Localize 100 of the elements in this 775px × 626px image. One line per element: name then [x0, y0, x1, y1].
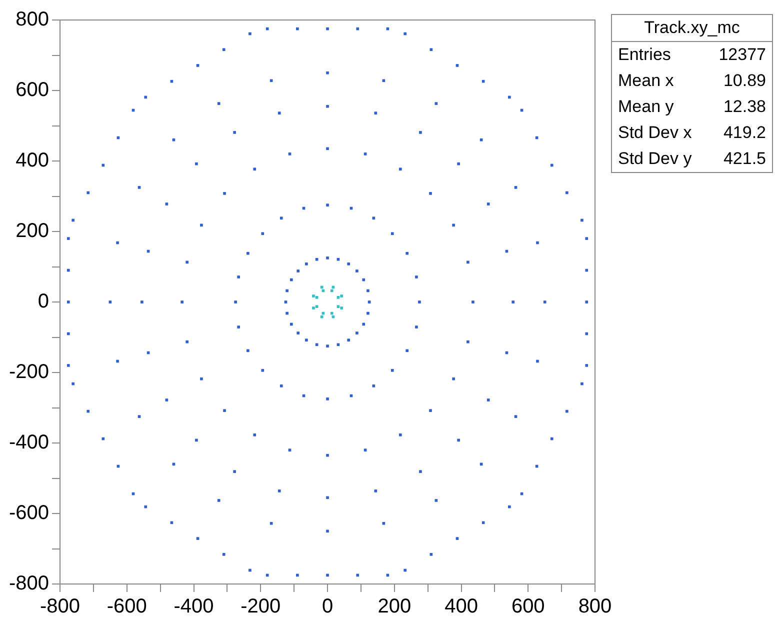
point — [368, 300, 371, 304]
text: Entries — [618, 45, 671, 65]
point — [196, 64, 200, 67]
point — [430, 48, 433, 52]
point — [223, 192, 226, 195]
text: Std Dev x — [618, 123, 692, 143]
point — [330, 289, 334, 292]
point — [326, 104, 329, 108]
y-tick-label: -200 — [9, 361, 50, 384]
point — [390, 232, 394, 236]
point — [404, 568, 406, 572]
y-tick-label: 800 — [16, 8, 50, 31]
point — [364, 448, 367, 452]
point — [200, 224, 203, 227]
point — [165, 398, 168, 402]
point — [296, 332, 300, 334]
y-tick-label: -600 — [9, 502, 50, 524]
point — [326, 496, 329, 500]
point — [404, 32, 406, 36]
point — [278, 112, 281, 114]
point — [486, 398, 490, 402]
point — [66, 300, 70, 304]
point — [237, 276, 240, 278]
point — [138, 415, 141, 418]
point — [382, 522, 386, 525]
point — [86, 191, 90, 194]
point — [390, 368, 394, 372]
point — [362, 322, 366, 326]
x-tick-label: 0 — [322, 596, 334, 618]
point — [543, 300, 546, 304]
point — [248, 568, 252, 572]
point — [66, 332, 70, 336]
text: 12377 — [718, 45, 766, 65]
point — [286, 289, 288, 292]
point — [419, 470, 422, 473]
point — [66, 364, 70, 367]
point — [286, 312, 288, 315]
point — [165, 202, 168, 206]
point — [415, 326, 418, 328]
point — [326, 71, 329, 74]
x-tick-label: 400 — [444, 596, 478, 618]
point — [172, 462, 176, 466]
point — [284, 300, 288, 304]
point — [326, 204, 329, 206]
point — [326, 344, 329, 348]
point — [419, 131, 422, 134]
point — [347, 338, 350, 342]
point — [234, 300, 237, 304]
point — [261, 368, 264, 372]
point — [186, 260, 188, 264]
point — [326, 530, 329, 533]
y-tick-label: 600 — [16, 79, 50, 102]
text: 10.89 — [723, 71, 766, 91]
point — [356, 270, 358, 272]
point — [326, 574, 329, 577]
point — [434, 102, 438, 105]
point — [585, 332, 588, 336]
point — [248, 32, 252, 36]
point — [508, 505, 511, 508]
point — [102, 164, 105, 167]
point — [486, 202, 490, 206]
point — [429, 192, 432, 195]
point — [270, 79, 273, 82]
point — [398, 168, 402, 171]
point — [456, 537, 459, 540]
y-tick-label: 0 — [38, 290, 50, 313]
point — [261, 232, 264, 236]
point — [288, 152, 292, 156]
point — [580, 382, 584, 386]
point — [270, 522, 273, 525]
point — [336, 296, 340, 299]
point — [415, 276, 418, 278]
point — [480, 138, 483, 142]
point — [296, 270, 300, 272]
point — [200, 377, 203, 380]
y-tick-label: -800 — [9, 572, 50, 595]
point — [233, 470, 236, 473]
point — [138, 186, 141, 189]
point — [585, 237, 588, 240]
point — [398, 433, 402, 436]
point — [222, 552, 226, 556]
point — [362, 278, 366, 282]
point — [340, 294, 343, 298]
point — [374, 490, 378, 492]
point — [580, 218, 584, 222]
point — [434, 499, 438, 502]
point — [312, 294, 315, 298]
point — [296, 574, 299, 577]
point — [253, 168, 256, 171]
point — [72, 382, 74, 386]
point — [430, 552, 433, 556]
x-tick-label: -400 — [174, 596, 214, 618]
y-tick-label: 400 — [16, 150, 50, 172]
x-tick-label: -600 — [106, 596, 147, 618]
point — [280, 216, 283, 220]
point — [312, 306, 315, 310]
point — [585, 300, 588, 304]
point — [86, 410, 90, 413]
point — [246, 349, 250, 352]
point — [457, 438, 460, 442]
